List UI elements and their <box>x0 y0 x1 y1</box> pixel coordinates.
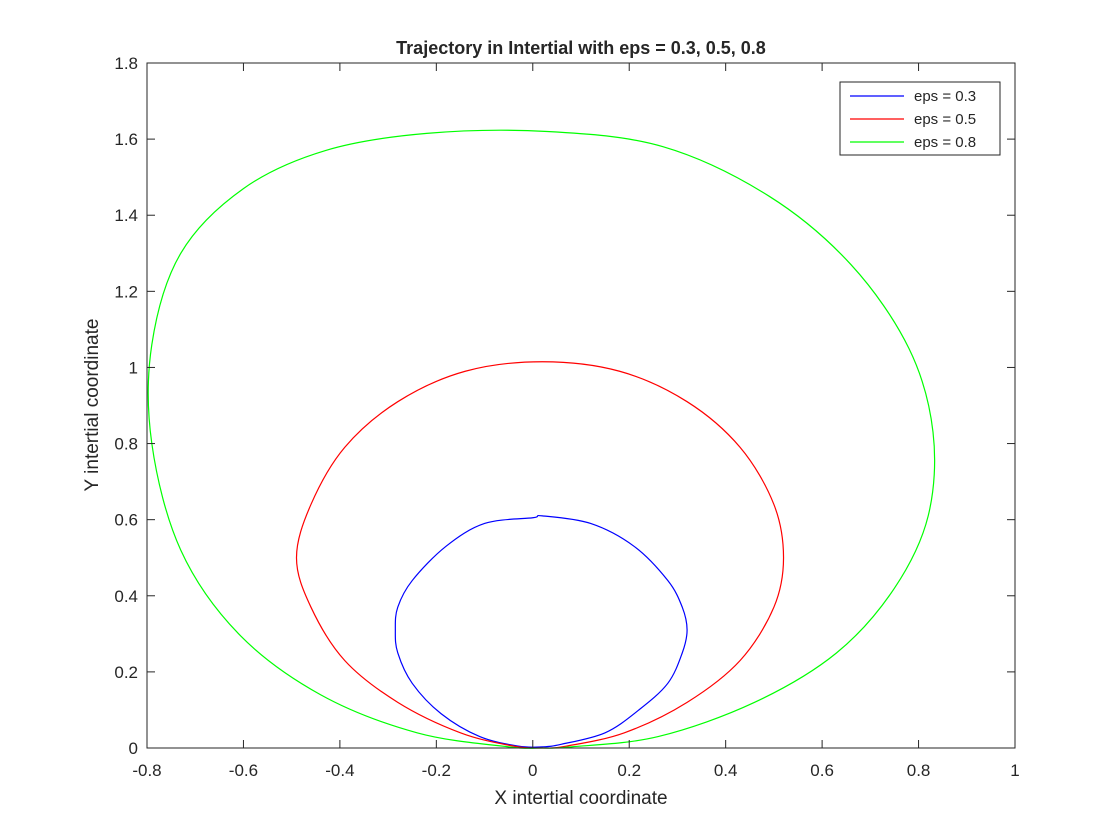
x-tick-label: 0 <box>528 761 537 780</box>
x-tick-label: 1 <box>1010 761 1019 780</box>
plot-frame <box>146 62 1016 749</box>
x-tick-label: -0.6 <box>229 761 258 780</box>
y-tick-label: 1.8 <box>114 54 138 73</box>
y-tick-label: 1.4 <box>114 206 138 225</box>
y-tick-label: 0 <box>129 739 138 758</box>
x-tick-label: 0.6 <box>810 761 834 780</box>
x-axis-label: X intertial coordinate <box>494 788 667 809</box>
tick-layer: -0.8 -0.6 -0.4 -0.2 0 0.2 0.4 0.6 0.8 1 0 0.2 0.4 0.6… <box>114 54 1019 780</box>
y-tick-label: 0.2 <box>114 663 138 682</box>
plot-area <box>147 63 1015 748</box>
x-tick-label: -0.8 <box>132 761 161 780</box>
y-tick-label: 0.8 <box>114 435 138 454</box>
y-tick-label: 0.4 <box>114 587 138 606</box>
chart-title: Trajectory in Intertial with eps = 0.3, … <box>396 38 766 58</box>
y-tick-label: 0.6 <box>114 511 138 530</box>
y-tick-label: 1 <box>129 358 138 377</box>
series-line-1 <box>394 514 688 748</box>
legend-label-2: eps = 0.5 <box>914 111 976 128</box>
legend-label-3: eps = 0.8 <box>914 134 976 151</box>
x-tick-label: 0.8 <box>907 761 931 780</box>
x-tick-label: -0.2 <box>422 761 451 780</box>
x-tick-label: -0.4 <box>325 761 354 780</box>
legend: eps = 0.3 eps = 0.5 eps = 0.8 <box>839 81 1001 156</box>
y-tick-label: 1.2 <box>114 282 138 301</box>
y-axis-label: Y intertial coordinate <box>82 319 103 492</box>
x-tick-label: 0.2 <box>617 761 641 780</box>
x-tick-label: 0.4 <box>714 761 738 780</box>
y-tick-label: 1.6 <box>114 130 138 149</box>
legend-label-1: eps = 0.3 <box>914 88 976 105</box>
